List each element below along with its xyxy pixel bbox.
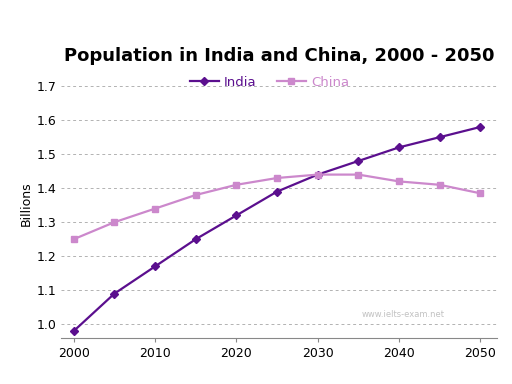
China — [396, 179, 402, 184]
China — [111, 220, 117, 225]
India — [396, 145, 402, 150]
China — [193, 193, 199, 197]
China — [233, 182, 240, 187]
China — [152, 206, 158, 211]
India — [233, 213, 240, 218]
Text: www.ielts-exam.net: www.ielts-exam.net — [361, 310, 444, 319]
China — [314, 172, 321, 177]
China — [437, 182, 443, 187]
Line: China: China — [71, 172, 483, 242]
India — [111, 291, 117, 296]
India — [314, 172, 321, 177]
India — [437, 135, 443, 139]
China — [477, 191, 483, 195]
India — [71, 329, 77, 333]
Line: India: India — [71, 124, 483, 334]
India — [477, 125, 483, 129]
India — [355, 159, 361, 163]
Legend: India, China: India, China — [190, 76, 349, 89]
Y-axis label: Billions: Billions — [19, 181, 33, 226]
India — [274, 189, 280, 194]
China — [355, 172, 361, 177]
India — [193, 237, 199, 242]
China — [274, 176, 280, 180]
Title: Population in India and China, 2000 - 2050: Population in India and China, 2000 - 20… — [64, 47, 494, 65]
India — [152, 264, 158, 269]
China — [71, 237, 77, 242]
